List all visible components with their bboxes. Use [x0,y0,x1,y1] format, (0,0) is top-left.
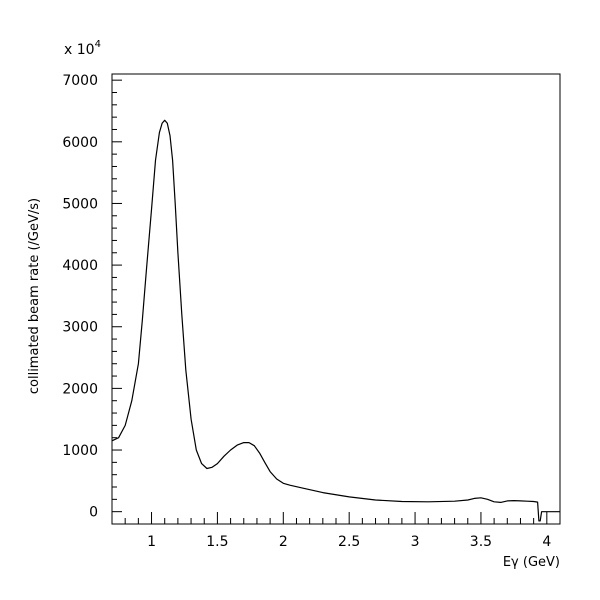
x-tick-labels: 1 1.5 2 2.5 3 3.5 4 [147,534,551,550]
y-axis-label: collimated beam rate (/GeV/s) [27,198,42,394]
x-tick-label: 1.5 [206,534,228,550]
y-tick-label: 5000 [62,196,98,212]
y-tick-label: 0 [89,505,98,521]
x-tick-label: 4 [542,534,551,550]
x-tick-label: 2.5 [338,534,360,550]
series-line [111,119,560,522]
x-axis-label: Eγ (GeV) [503,555,560,570]
y-multiplier: x 104 [64,39,101,58]
x-tick-label: 3.5 [470,534,492,550]
y-tick-label: 4000 [62,258,98,274]
y-tick-labels: 0 1000 2000 3000 4000 5000 6000 7000 [62,73,98,521]
tick-marks [111,79,561,525]
y-tick-label: 2000 [62,381,98,397]
x-tick-label: 3 [411,534,420,550]
y-tick-label: 1000 [62,443,98,459]
y-tick-label: 6000 [62,135,98,151]
x-tick-label: 1 [147,534,156,550]
y-tick-label: 7000 [62,73,98,89]
y-multiplier-exponent: 4 [95,39,101,50]
y-tick-label: 3000 [62,320,98,336]
x-tick-label: 2 [279,534,288,550]
y-multiplier-base: x 10 [64,42,95,58]
plot-frame [111,73,561,525]
